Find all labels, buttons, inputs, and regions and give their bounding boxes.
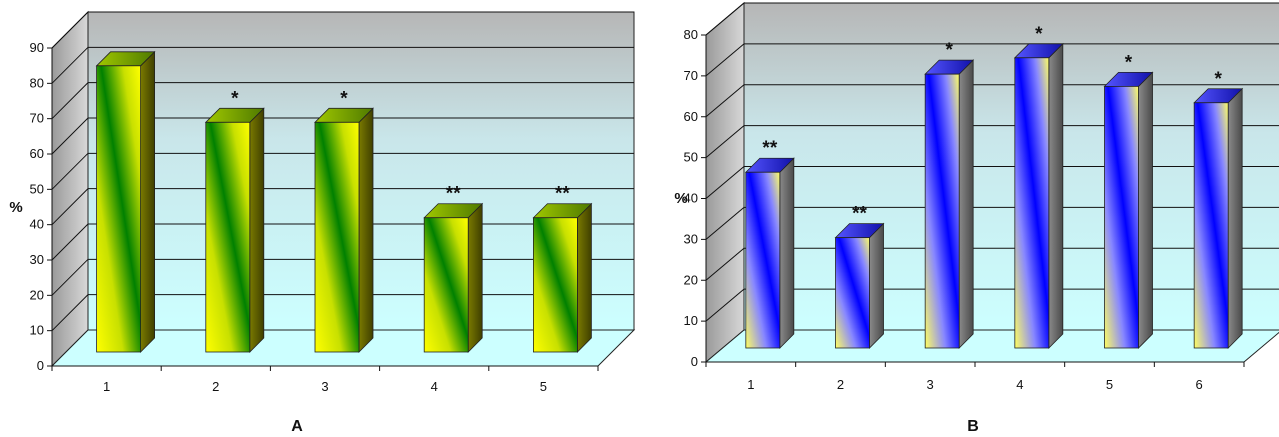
x-tick-label: 3 bbox=[321, 379, 328, 394]
gridline bbox=[705, 125, 1279, 159]
chart-panel-A: 0 10 20 30 40 50 60 70 80 90% 1 * 2 * 3 ** 4 ** 5 A bbox=[9, 10, 636, 435]
x-tick-label: 3 bbox=[927, 377, 934, 392]
x-tick-label: 6 bbox=[1196, 377, 1203, 392]
y-axis-label: % bbox=[674, 190, 687, 207]
gridline bbox=[705, 247, 1279, 281]
y-tick-label: 30 bbox=[684, 231, 698, 246]
bar-annotation: ** bbox=[762, 138, 777, 159]
bar-annotation: ** bbox=[852, 204, 867, 225]
bar-annotation: * bbox=[1214, 69, 1222, 90]
bar-annotation: * bbox=[231, 88, 239, 109]
gridline bbox=[51, 117, 634, 155]
bar-6 bbox=[1193, 87, 1244, 349]
x-tick-label: 4 bbox=[431, 379, 438, 394]
bar-1 bbox=[744, 157, 795, 349]
y-tick-label: 0 bbox=[37, 358, 44, 373]
bar-side bbox=[1048, 42, 1064, 349]
y-tick-label: 80 bbox=[684, 27, 698, 42]
bar-2 bbox=[834, 222, 885, 349]
bar-front bbox=[205, 121, 251, 353]
bar-side bbox=[577, 202, 592, 353]
x-tick-label: 1 bbox=[103, 379, 110, 394]
y-tick-label: 60 bbox=[30, 146, 44, 161]
y-tick-label: 50 bbox=[30, 181, 44, 196]
bar-side bbox=[358, 107, 374, 353]
bar-front bbox=[533, 217, 578, 353]
x-tick-label: 4 bbox=[1016, 377, 1023, 392]
bar-front bbox=[314, 121, 360, 353]
bar-1 bbox=[95, 50, 156, 353]
y-tick-label: 20 bbox=[30, 287, 44, 302]
bar-5 bbox=[1103, 71, 1154, 349]
bar-side bbox=[140, 50, 156, 353]
gridline bbox=[51, 188, 634, 226]
bar-2 bbox=[204, 107, 265, 353]
bar-side bbox=[467, 202, 483, 353]
gridline bbox=[51, 46, 634, 84]
bar-front bbox=[1014, 57, 1050, 349]
y-tick-label: 60 bbox=[684, 109, 698, 124]
y-axis-label: % bbox=[9, 199, 22, 216]
y-tick-label: 10 bbox=[30, 323, 44, 338]
bar-front bbox=[745, 171, 781, 349]
chart-panel-B: 0 10 20 30 40 50 60 70 80% ** 1 ** 2 * 3 * 4 * 5 * 6 B bbox=[674, 1, 1279, 435]
bar-5 bbox=[532, 202, 593, 353]
x-tick-label: 2 bbox=[837, 377, 844, 392]
bar-front bbox=[1193, 102, 1229, 349]
bar-front bbox=[835, 237, 870, 349]
gridline bbox=[705, 166, 1279, 199]
x-tick-label: 1 bbox=[747, 377, 754, 392]
bar-side bbox=[869, 222, 884, 349]
gridline bbox=[51, 11, 634, 49]
y-tick-label: 50 bbox=[684, 150, 698, 165]
bar-front bbox=[1104, 86, 1139, 349]
bar-side bbox=[249, 107, 265, 353]
gridline bbox=[705, 43, 1279, 77]
bar-front bbox=[96, 65, 141, 353]
y-tick-label: 40 bbox=[684, 191, 698, 206]
y-tick-label: 10 bbox=[684, 313, 698, 328]
y-tick-label: 0 bbox=[691, 354, 698, 369]
bar-annotation: ** bbox=[555, 184, 570, 205]
bar-annotation: * bbox=[945, 40, 953, 61]
bar-3 bbox=[924, 59, 975, 349]
y-tick-label: 80 bbox=[30, 75, 44, 90]
bar-annotation: ** bbox=[446, 184, 461, 205]
y-tick-label: 20 bbox=[684, 272, 698, 287]
y-tick-label: 70 bbox=[684, 68, 698, 83]
x-tick-label: 5 bbox=[1106, 377, 1113, 392]
y-tick-label: 70 bbox=[30, 111, 44, 126]
gridline bbox=[705, 206, 1279, 240]
x-tick-label: 5 bbox=[540, 379, 547, 394]
bar-side bbox=[1138, 71, 1153, 349]
y-tick-label: 30 bbox=[30, 252, 44, 267]
bar-3 bbox=[314, 107, 374, 353]
bar-side bbox=[1227, 87, 1243, 349]
y-tick-label: 90 bbox=[30, 40, 44, 55]
bar-annotation: * bbox=[1125, 52, 1133, 73]
gridline bbox=[705, 2, 1279, 36]
panel-label: A bbox=[291, 418, 303, 435]
bar-front bbox=[423, 217, 469, 353]
bar-annotation: * bbox=[340, 88, 348, 109]
panel-label: B bbox=[967, 418, 979, 435]
bar-side bbox=[958, 59, 974, 349]
bar-side bbox=[779, 157, 795, 349]
gridline bbox=[705, 84, 1279, 118]
gridline bbox=[51, 82, 634, 120]
bar-annotation: * bbox=[1035, 24, 1043, 45]
y-tick-label: 40 bbox=[30, 217, 44, 232]
bar-4 bbox=[423, 202, 484, 353]
x-tick-label: 2 bbox=[212, 379, 219, 394]
gridline bbox=[51, 152, 634, 190]
bar-front bbox=[924, 73, 960, 349]
bar-4 bbox=[1013, 42, 1064, 349]
gridline bbox=[705, 288, 1279, 322]
